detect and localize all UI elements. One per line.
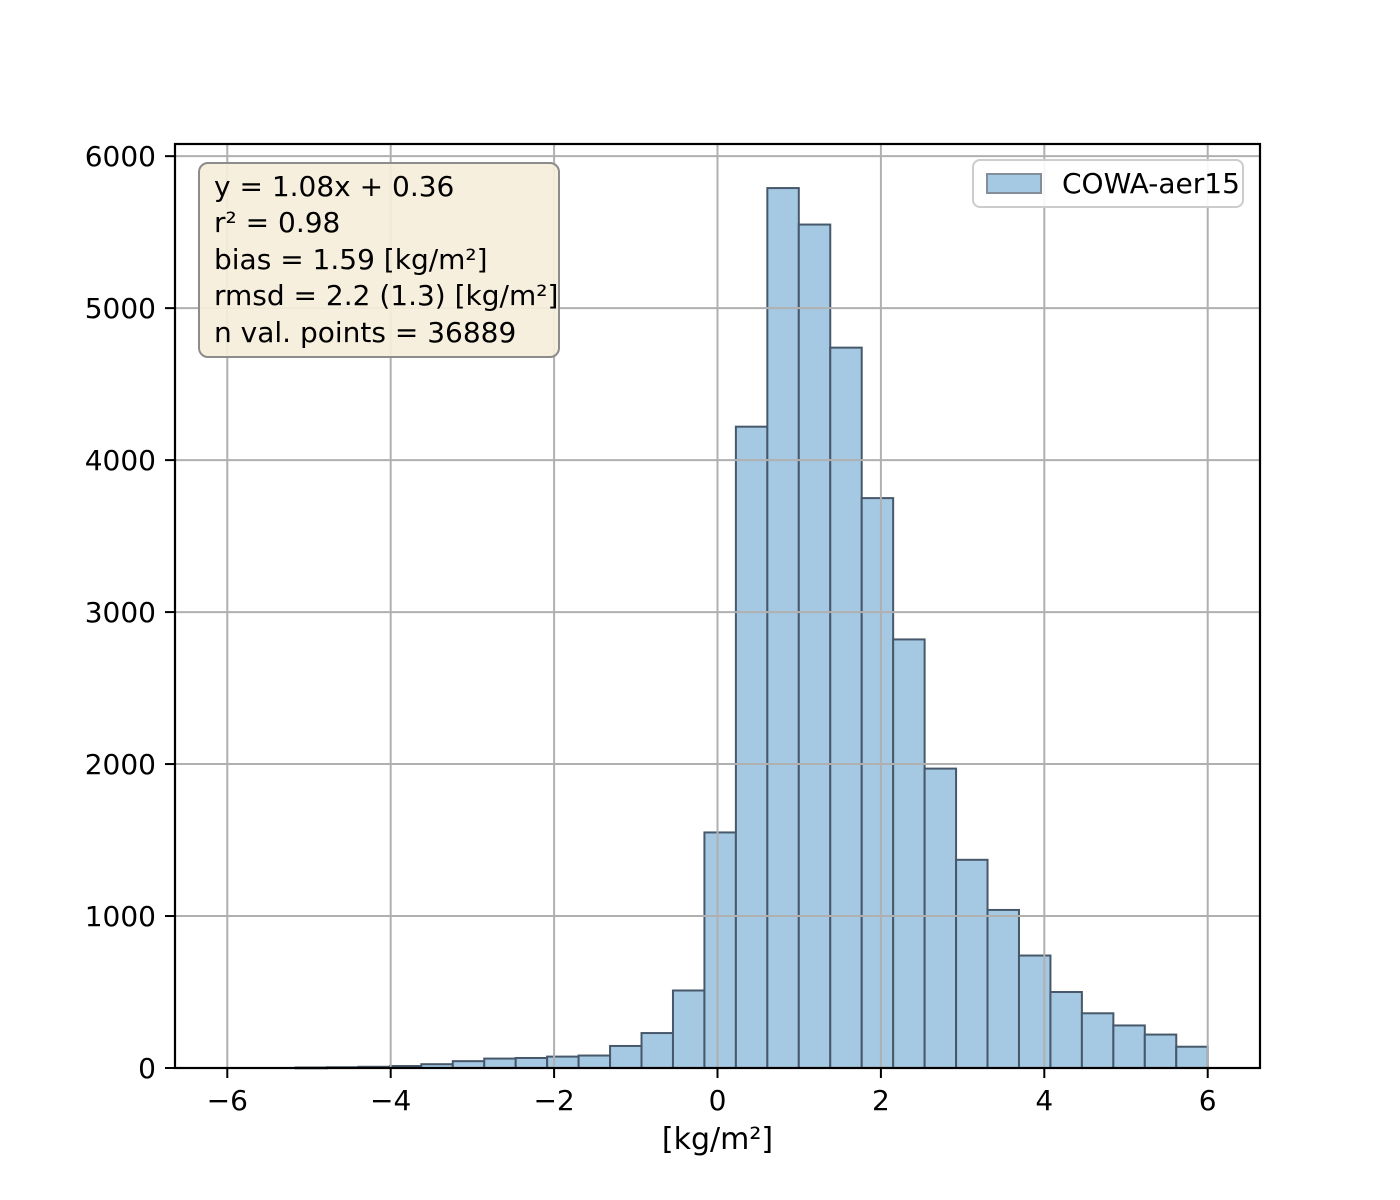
histogram-bar (1080, 1012, 1115, 1069)
histogram-bar (1143, 1033, 1178, 1069)
x-tick-label: −4 (370, 1084, 411, 1117)
histogram-bar (640, 1032, 674, 1070)
stats-line-bias: bias = 1.59 [kg/m²] (214, 242, 488, 276)
legend-color-patch (986, 173, 1042, 194)
histogram-bar (1049, 991, 1083, 1070)
histogram-bar (1175, 1045, 1209, 1069)
y-tick-label: 6000 (85, 140, 156, 173)
y-tick-label: 0 (138, 1052, 156, 1085)
stats-line-n-points: n val. points = 36889 (214, 315, 517, 349)
x-tick-label: 0 (709, 1084, 727, 1117)
histogram-bar (483, 1057, 517, 1069)
y-tick-label: 4000 (85, 444, 156, 477)
histogram-bar (860, 497, 895, 1070)
histogram-bar (609, 1044, 643, 1069)
x-tick-label: −6 (207, 1084, 248, 1117)
stats-line-fit-equation: y = 1.08x + 0.36 (214, 169, 455, 203)
histogram-bar (703, 831, 737, 1069)
y-tick-label: 3000 (85, 596, 156, 629)
x-tick-label: 4 (1035, 1084, 1053, 1117)
histogram-bar (923, 767, 958, 1069)
histogram-bar (546, 1055, 580, 1069)
y-tick-label: 1000 (85, 900, 156, 933)
stats-line-r-squared: r² = 0.98 (214, 206, 341, 240)
histogram-bar (955, 858, 989, 1069)
x-tick-label: 2 (872, 1084, 890, 1117)
y-tick-label: 5000 (85, 292, 156, 325)
x-tick-label: 6 (1199, 1084, 1217, 1117)
y-tick-label: 2000 (85, 748, 156, 781)
histogram-bar (577, 1054, 612, 1070)
histogram-bar (829, 346, 863, 1069)
histogram-bar (514, 1056, 549, 1069)
histogram-bar (1112, 1024, 1146, 1069)
histogram-bar (986, 908, 1020, 1070)
histogram-bar (671, 989, 706, 1069)
x-tick-label: −2 (533, 1084, 574, 1117)
legend-label: COWA-aer15 (1062, 167, 1240, 200)
histogram-bar (892, 638, 926, 1069)
histogram-bar (734, 425, 769, 1070)
histogram-bar (797, 223, 832, 1070)
x-axis-label: [kg/m²] (661, 1122, 774, 1157)
legend[interactable]: COWA-aer15 (972, 159, 1244, 208)
stats-line-rmsd: rmsd = 2.2 (1.3) [kg/m²] (214, 279, 559, 313)
stats-annotation-box: y = 1.08x + 0.36 r² = 0.98 bias = 1.59 [… (198, 162, 560, 358)
histogram-bar (766, 187, 800, 1069)
histogram-bar (1017, 954, 1052, 1069)
